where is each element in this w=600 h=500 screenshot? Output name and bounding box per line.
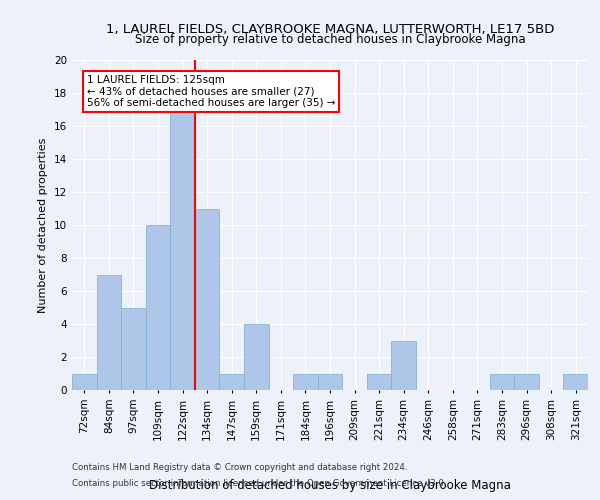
Text: Size of property relative to detached houses in Claybrooke Magna: Size of property relative to detached ho… xyxy=(134,32,526,46)
Bar xyxy=(121,308,146,390)
Bar xyxy=(490,374,514,390)
Bar xyxy=(97,274,121,390)
Bar xyxy=(293,374,318,390)
Bar xyxy=(220,374,244,390)
Bar xyxy=(72,374,97,390)
Bar xyxy=(146,225,170,390)
Bar xyxy=(244,324,269,390)
Text: Contains HM Land Registry data © Crown copyright and database right 2024.: Contains HM Land Registry data © Crown c… xyxy=(72,464,407,472)
Text: 1 LAUREL FIELDS: 125sqm
← 43% of detached houses are smaller (27)
56% of semi-de: 1 LAUREL FIELDS: 125sqm ← 43% of detache… xyxy=(87,75,335,108)
Y-axis label: Number of detached properties: Number of detached properties xyxy=(38,138,49,312)
Bar xyxy=(318,374,342,390)
Bar xyxy=(563,374,588,390)
Bar xyxy=(170,110,195,390)
Bar xyxy=(514,374,539,390)
Text: 1, LAUREL FIELDS, CLAYBROOKE MAGNA, LUTTERWORTH, LE17 5BD: 1, LAUREL FIELDS, CLAYBROOKE MAGNA, LUTT… xyxy=(106,22,554,36)
Bar xyxy=(195,208,220,390)
Text: Contains public sector information licensed under the Open Government Licence v3: Contains public sector information licen… xyxy=(72,478,446,488)
Bar xyxy=(367,374,391,390)
Bar xyxy=(391,340,416,390)
X-axis label: Distribution of detached houses by size in Claybrooke Magna: Distribution of detached houses by size … xyxy=(149,478,511,492)
